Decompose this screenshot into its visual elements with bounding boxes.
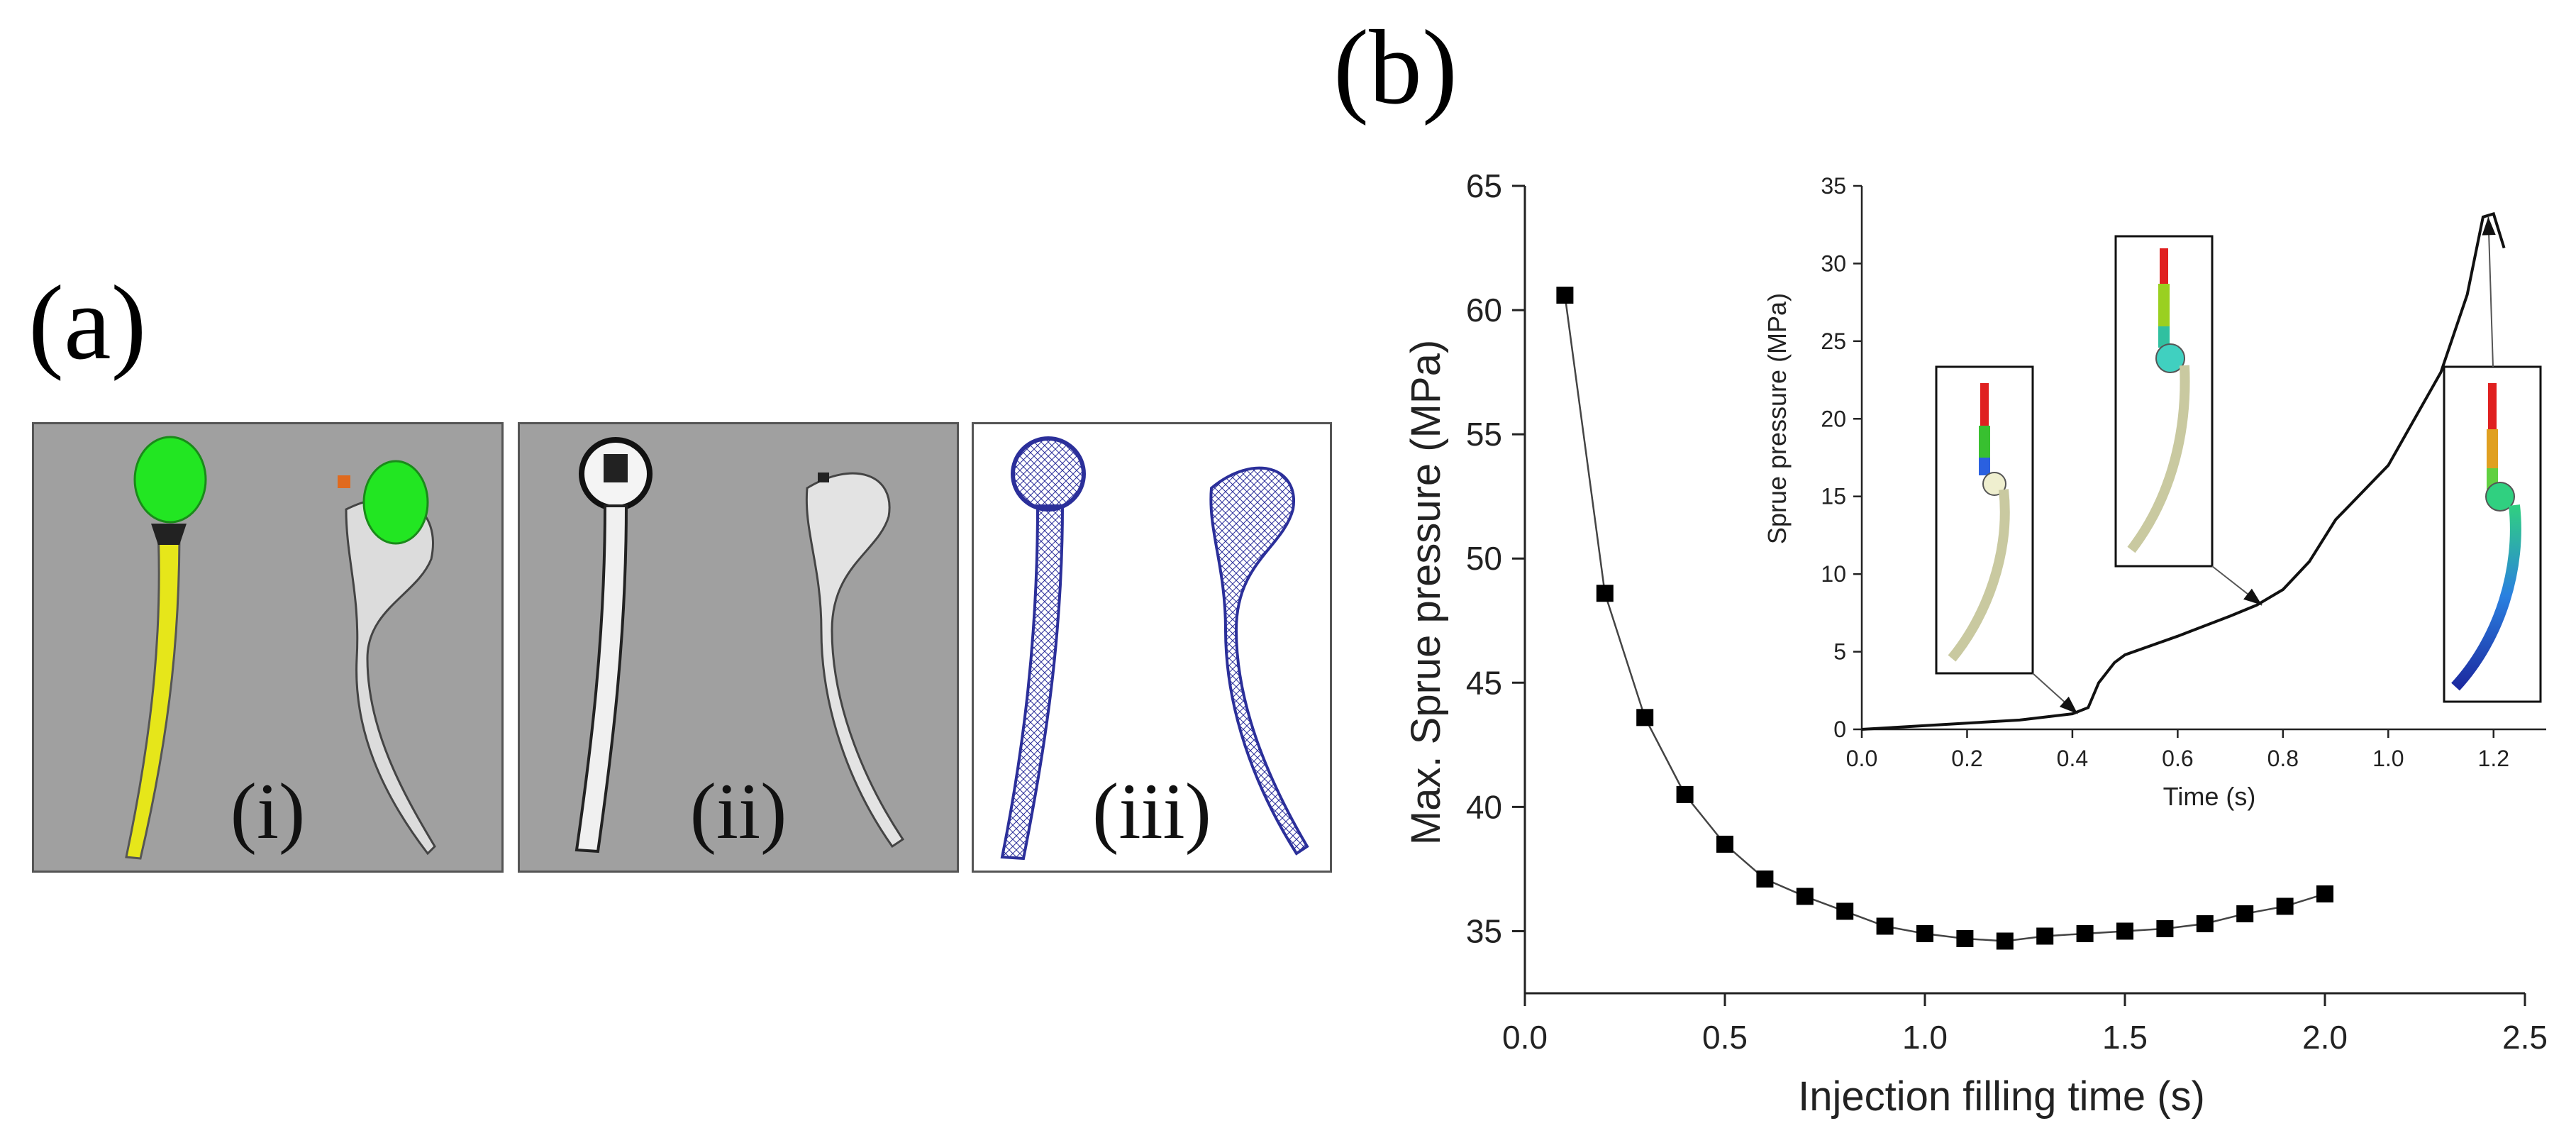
inset-x-tick-label: 0.8	[2267, 746, 2299, 771]
main-chart-marks	[1556, 287, 2333, 950]
inset-y-tick-label: 30	[1821, 250, 1846, 276]
subpanel-label-i: (i)	[230, 768, 306, 856]
main-data-point	[1596, 585, 1614, 602]
main-data-point	[1676, 785, 1694, 803]
mesh-stem-left	[1000, 504, 1065, 861]
solid-stem-right	[805, 472, 905, 849]
panel-b-label: (b)	[1333, 9, 1458, 126]
inset-x-tick-label: 0.6	[2162, 746, 2193, 771]
main-x-tick-label: 0.5	[1702, 1019, 1748, 1056]
main-data-point	[1956, 929, 1974, 947]
main-data-point	[1756, 870, 1774, 888]
main-y-axis-label: Max. Sprue pressure (MPa)	[1403, 340, 1449, 845]
subpanel-label-ii: (ii)	[689, 768, 787, 856]
inset-chart-marks	[1861, 211, 2506, 731]
stem-curved-right	[345, 497, 436, 856]
inset-y-tick-label: 0	[1833, 717, 1846, 742]
main-x-axis-label: Injection filling time (s)	[1798, 1073, 2205, 1120]
gate-marker-orange	[338, 475, 350, 488]
main-x-tick-label: 0.0	[1502, 1019, 1548, 1056]
inset-y-tick-label: 5	[1833, 639, 1846, 665]
subpanel-hollow-model: (ii)	[518, 422, 959, 873]
inset-y-tick-label: 25	[1821, 328, 1846, 354]
main-y-tick-label: 40	[1466, 788, 1502, 825]
main-data-point	[2156, 919, 2174, 937]
panel-a-label: (a)	[28, 264, 147, 382]
main-data-point	[1716, 835, 1733, 853]
main-data-point	[2196, 915, 2214, 932]
inset-y-axis-label: Sprue pressure (MPa)	[1762, 293, 1792, 544]
subpanel-label-iii: (iii)	[1092, 768, 1211, 856]
hollow-stem-left	[574, 504, 628, 854]
stem-head-green-left	[133, 436, 207, 524]
main-y-tick-label: 55	[1466, 416, 1502, 453]
inset-annotation-arrowhead	[2482, 216, 2496, 236]
main-data-point	[1636, 709, 1654, 727]
main-data-point	[2276, 897, 2294, 915]
inset-y-tick-label: 35	[1821, 173, 1846, 199]
main-data-point	[1836, 902, 1854, 920]
inset-y-tick-label: 10	[1821, 561, 1846, 587]
inset-series-line	[1861, 211, 2506, 731]
snapshot-thumbnail-3	[2443, 365, 2542, 703]
inset-x-tick-label: 1.2	[2478, 746, 2509, 771]
main-data-point	[1916, 924, 1933, 942]
main-data-point	[2236, 905, 2254, 922]
main-x-tick-label: 2.0	[2302, 1019, 2348, 1056]
main-data-point	[1796, 888, 1814, 905]
inset-y-tick-label: 20	[1821, 406, 1846, 431]
inset-x-axis-label: Time (s)	[2163, 782, 2256, 811]
main-y-tick-label: 35	[1466, 912, 1502, 949]
inset-x-tick-label: 0.4	[2057, 746, 2088, 771]
snapshot-thumbnail-1	[1935, 365, 2034, 675]
main-data-point	[1556, 287, 1574, 304]
mesh-stem-right	[1209, 466, 1309, 856]
main-data-point	[2316, 885, 2333, 902]
stem-yellow-left	[125, 529, 181, 860]
main-data-point	[2036, 927, 2054, 945]
main-x-tick-label: 2.5	[2502, 1019, 2548, 1056]
inset-y-tick-label: 15	[1821, 484, 1846, 509]
main-x-tick-label: 1.0	[1902, 1019, 1948, 1056]
main-y-tick-label: 65	[1466, 167, 1502, 204]
main-y-tick-label: 45	[1466, 664, 1502, 701]
main-data-point	[1996, 932, 2014, 950]
main-data-point	[1876, 917, 1894, 935]
inset-annotation-arrowhead	[2059, 696, 2078, 714]
subpanel-cad-model: (i)	[32, 422, 504, 873]
mesh-model-illustration	[1000, 436, 1309, 861]
main-data-point	[2116, 922, 2133, 940]
main-data-point	[2076, 924, 2094, 942]
inset-chart-axes: 0.0 0.2 0.4 0.6 0.8 1.0 1.2 0 5 10 15 20 25 30 35	[1821, 173, 2546, 771]
inset-x-tick-label: 1.0	[2372, 746, 2404, 771]
main-y-tick-label: 50	[1466, 540, 1502, 577]
inset-annotation-arrowhead	[2243, 588, 2263, 605]
hollow-model-illustration	[574, 437, 905, 854]
cad-model-illustration	[125, 436, 436, 860]
stem-head-green-right	[362, 460, 429, 545]
inset-annotation-line	[2487, 216, 2494, 368]
inset-annotation-arrows	[2032, 216, 2496, 714]
snapshot-thumbnail-2	[2114, 235, 2214, 568]
main-y-tick-label: 60	[1466, 292, 1502, 328]
subpanel-mesh-model: (iii)	[972, 422, 1332, 873]
main-x-tick-label: 1.5	[2102, 1019, 2148, 1056]
inset-x-tick-label: 0.0	[1846, 746, 1877, 771]
inset-x-tick-label: 0.2	[1951, 746, 1982, 771]
